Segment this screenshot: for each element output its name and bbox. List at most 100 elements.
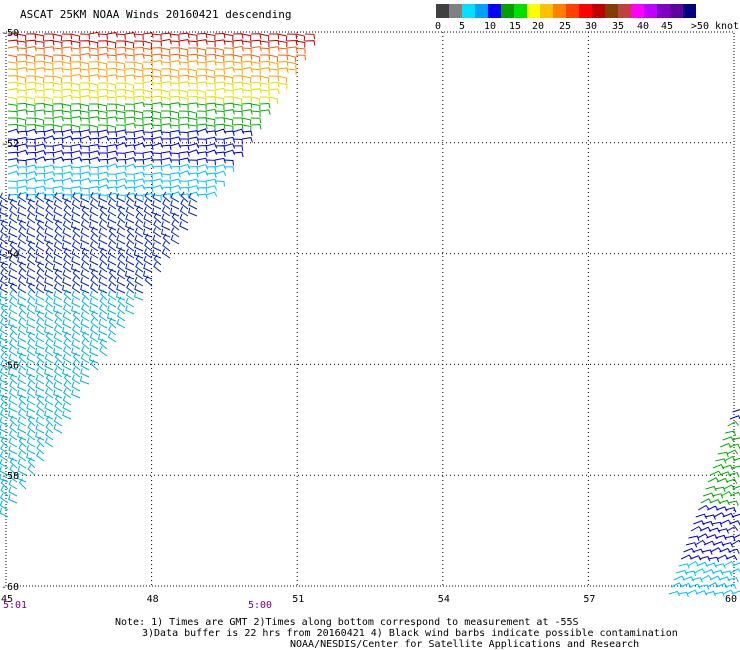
wind-barb <box>26 410 36 420</box>
wind-barb <box>250 103 261 111</box>
wind-barb <box>0 234 9 245</box>
wind-barb <box>27 331 36 343</box>
wind-barb <box>133 95 145 102</box>
wind-barb <box>232 54 243 62</box>
wind-barb <box>205 130 217 136</box>
wind-barb <box>685 542 698 548</box>
wind-barb <box>61 242 72 252</box>
wind-barb <box>241 89 252 96</box>
wind-barb <box>116 276 126 287</box>
wind-barb <box>90 268 99 280</box>
wind-barb <box>79 110 90 118</box>
wind-barb <box>115 178 128 184</box>
wind-barb <box>724 535 736 541</box>
wind-barb <box>268 88 280 94</box>
wind-barb <box>133 165 145 172</box>
wind-barb <box>72 268 81 280</box>
wind-barb <box>711 521 723 528</box>
wind-barb <box>0 310 9 322</box>
wind-barb <box>0 207 9 217</box>
wind-barb <box>8 479 18 490</box>
colorbar-segment <box>462 4 475 18</box>
wind-barb <box>0 508 9 518</box>
wind-barb <box>71 340 81 350</box>
wind-barb <box>250 33 262 39</box>
wind-barb <box>124 192 136 199</box>
wind-barb <box>52 185 64 192</box>
wind-barb <box>8 277 18 287</box>
wind-barb <box>36 261 45 273</box>
wind-barb <box>115 88 127 95</box>
wind-barb <box>79 75 90 82</box>
wind-barb <box>205 40 216 47</box>
wind-barb <box>79 375 90 385</box>
wind-barb <box>726 449 739 455</box>
wind-barb <box>708 556 720 563</box>
wind-barb <box>673 575 686 581</box>
wind-barb <box>97 103 108 112</box>
wind-barb <box>54 226 63 238</box>
wind-barb <box>151 142 164 148</box>
wind-barb <box>63 380 72 392</box>
wind-barb <box>71 298 81 308</box>
wind-barb <box>142 186 154 193</box>
wind-barb <box>178 89 189 98</box>
wind-barb <box>205 191 218 197</box>
wind-barb <box>134 291 144 301</box>
wind-barb <box>98 227 108 238</box>
wind-barb <box>169 178 181 184</box>
wind-barb <box>707 582 719 588</box>
wind-barb <box>26 445 36 455</box>
wind-barb <box>62 402 72 413</box>
wind-barb <box>715 534 727 541</box>
wind-barb <box>18 443 27 455</box>
wind-barb <box>90 275 99 287</box>
wind-barb <box>44 346 54 357</box>
colorbar-segment <box>514 4 527 18</box>
wind-barb <box>97 110 108 118</box>
wind-barb <box>7 103 18 111</box>
wind-barb <box>717 528 729 534</box>
wind-barb <box>187 136 199 142</box>
colorbar-segment <box>501 4 514 18</box>
wind-barb <box>90 359 99 371</box>
wind-barb <box>52 124 63 132</box>
wind-barb <box>196 61 207 68</box>
wind-barb <box>89 256 99 266</box>
wind-barb <box>71 332 81 343</box>
wind-barb <box>9 464 18 476</box>
wind-barb <box>61 187 72 194</box>
wind-barb <box>79 82 91 88</box>
wind-barb <box>53 298 63 308</box>
wind-barb <box>268 61 279 69</box>
wind-barb <box>106 74 118 80</box>
wind-barb <box>151 129 163 136</box>
colorbar-label: >50 knots <box>690 21 740 32</box>
wind-barb <box>61 39 73 46</box>
wind-barb <box>724 455 736 462</box>
wind-barb <box>125 297 135 308</box>
wind-barb <box>35 54 46 60</box>
wind-barb <box>117 247 126 259</box>
wind-barb <box>151 172 163 178</box>
wind-barb <box>17 241 27 252</box>
wind-barb <box>178 157 190 163</box>
wind-barb <box>134 227 144 238</box>
wind-barb <box>25 68 36 75</box>
wind-barb <box>9 331 18 343</box>
wind-barb <box>196 89 207 98</box>
wind-barb <box>72 367 81 378</box>
colorbar-label: 35 <box>611 21 625 32</box>
wind-barb <box>99 338 108 350</box>
wind-barb <box>223 60 235 67</box>
wind-barb <box>116 193 126 203</box>
wind-barb <box>151 194 162 201</box>
wind-barb <box>722 589 735 595</box>
wind-barb <box>52 143 64 150</box>
wind-barb <box>232 145 244 151</box>
wind-barb <box>26 353 36 364</box>
wind-barb <box>232 61 243 69</box>
wind-barb <box>178 96 189 104</box>
wind-barb <box>88 179 100 186</box>
wind-barb <box>241 124 252 132</box>
